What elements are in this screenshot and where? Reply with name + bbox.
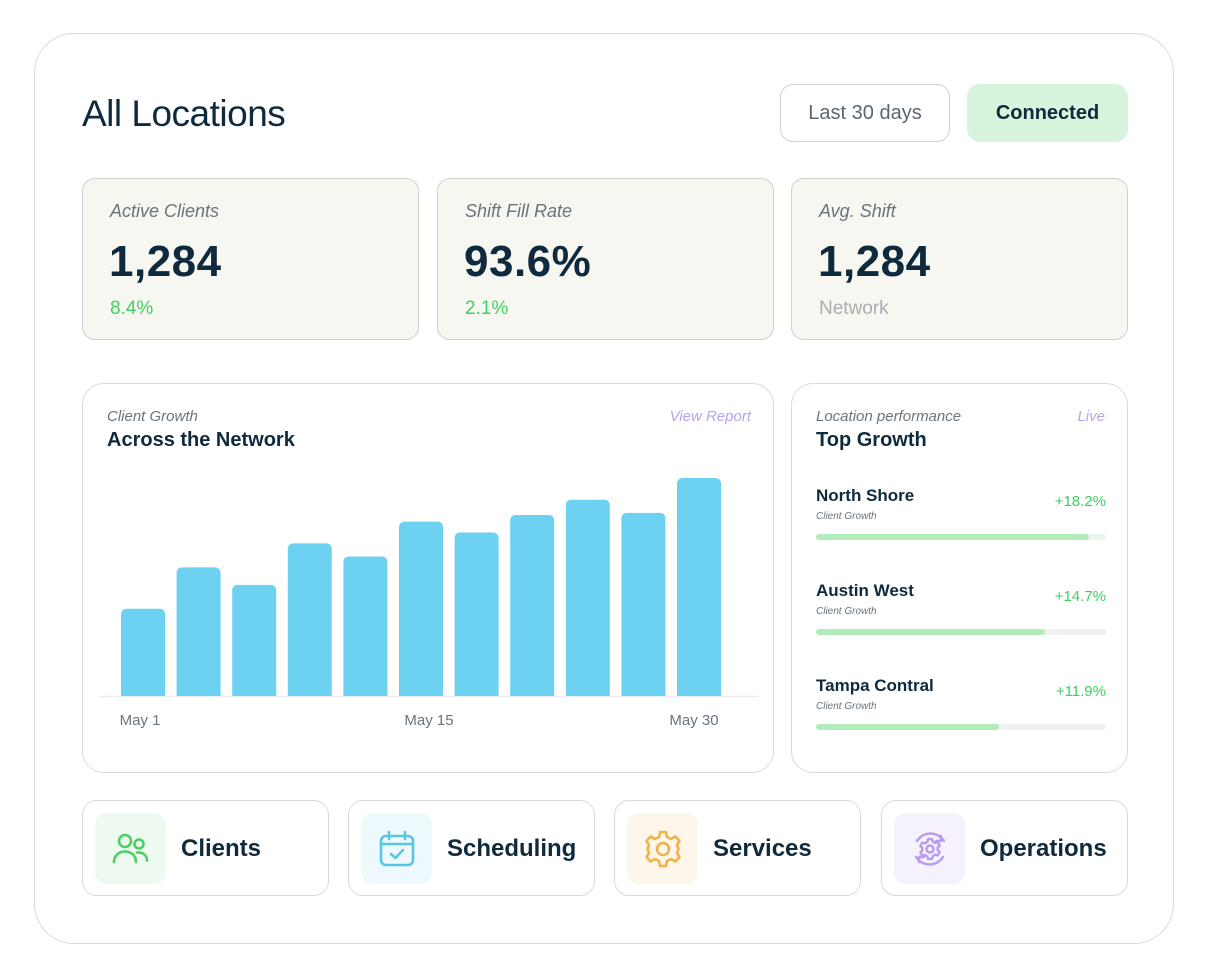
chart-bar: [176, 567, 221, 696]
card-title: Across the Network: [107, 429, 295, 451]
x-tick-label: May 30: [669, 712, 719, 729]
stat-card-avg-shift: Avg. Shift 1,284 Network: [791, 178, 1128, 340]
location-change: +14.7%: [1054, 588, 1106, 605]
location-name: Austin West: [816, 581, 914, 600]
location-metric: Client Growth: [816, 511, 877, 522]
progress-track: [816, 534, 1106, 540]
stat-change: 2.1%: [465, 298, 509, 319]
live-badge: Live: [1077, 408, 1105, 425]
location-item[interactable]: North Shore Client Growth +18.2%: [816, 486, 1106, 556]
progress-fill: [816, 724, 999, 730]
chart-bar: [677, 478, 721, 696]
date-range-button[interactable]: Last 30 days: [780, 84, 950, 142]
x-tick-label: May 1: [119, 712, 161, 729]
location-metric: Client Growth: [816, 701, 877, 712]
chart-bar: [343, 556, 388, 696]
stat-sub-label: Network: [819, 298, 889, 319]
location-performance-card: Location performance Live Top Growth Nor…: [791, 383, 1128, 773]
location-change: +18.2%: [1054, 493, 1106, 510]
card-kicker: Location performance: [816, 408, 962, 425]
bar-chart: [98, 478, 759, 698]
nav-label: Operations: [980, 835, 1107, 862]
progress-fill: [816, 534, 1089, 540]
x-tick-label: May 15: [404, 712, 454, 729]
card-kicker: Client Growth: [107, 408, 198, 425]
location-item[interactable]: Tampa Contral Client Growth +11.9%: [816, 676, 1106, 746]
calendar-check-icon: [361, 813, 432, 884]
location-change: +11.9%: [1055, 683, 1106, 700]
stat-card-shift-fill-rate: Shift Fill Rate 93.6% 2.1%: [437, 178, 774, 340]
progress-track: [816, 724, 1106, 730]
progress-fill: [816, 629, 1046, 635]
stat-value: 1,284: [818, 237, 931, 286]
stat-label: Active Clients: [110, 201, 220, 221]
chart-bar: [399, 521, 443, 696]
stat-label: Shift Fill Rate: [465, 201, 573, 221]
stat-label: Avg. Shift: [819, 201, 896, 221]
gear-cycle-icon: [894, 813, 965, 884]
chart-bar: [121, 608, 165, 696]
card-title: Top Growth: [816, 429, 927, 451]
users-icon: [95, 813, 166, 884]
chart-bar: [510, 515, 555, 696]
location-name: North Shore: [816, 486, 915, 505]
chart-bar: [232, 584, 277, 696]
stat-change: 8.4%: [110, 298, 154, 319]
location-metric: Client Growth: [816, 606, 877, 617]
chart-bar: [454, 532, 499, 696]
nav-services[interactable]: Services: [614, 800, 861, 896]
view-report-link[interactable]: View Report: [669, 408, 751, 425]
nav-label: Services: [713, 835, 812, 862]
nav-clients[interactable]: Clients: [82, 800, 329, 896]
stat-value: 1,284: [109, 237, 222, 286]
gear-icon: [627, 813, 698, 884]
progress-track: [816, 629, 1106, 635]
nav-label: Scheduling: [447, 835, 577, 862]
stat-card-active-clients: Active Clients 1,284 8.4%: [82, 178, 419, 340]
chart-bar: [565, 499, 610, 696]
chart-bar: [621, 512, 666, 696]
page-title: All Locations: [82, 93, 286, 134]
stat-value: 93.6%: [464, 237, 592, 286]
nav-label: Clients: [181, 835, 262, 862]
chart-bar: [287, 543, 332, 696]
nav-scheduling[interactable]: Scheduling: [348, 800, 595, 896]
location-item[interactable]: Austin West Client Growth +14.7%: [816, 581, 1106, 651]
client-growth-card: Client Growth Across the Network View Re…: [82, 383, 774, 773]
connected-status-button[interactable]: Connected: [967, 84, 1128, 142]
nav-operations[interactable]: Operations: [881, 800, 1128, 896]
location-name: Tampa Contral: [816, 676, 934, 695]
